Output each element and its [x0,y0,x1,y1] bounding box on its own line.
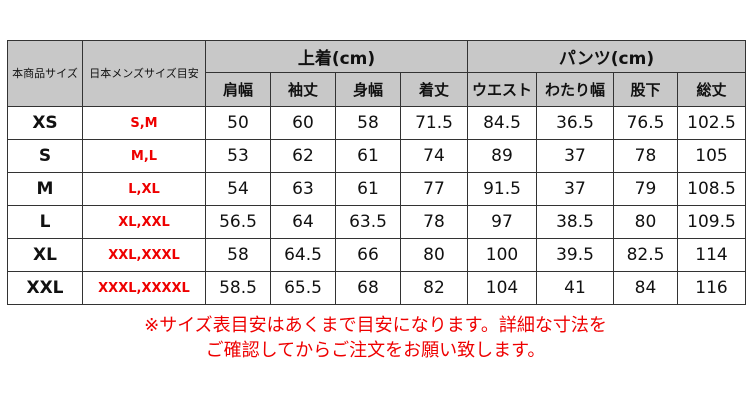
value-cell: 71.5 [400,106,468,140]
note-line-1: ※サイズ表目安はあくまで目安になります。詳細な寸法を [144,315,607,336]
column-header: 股下 [613,72,678,107]
size-cell: S [7,139,83,173]
value-cell: 89 [467,139,537,173]
jp-size-cell: XL,XXL [82,205,206,239]
jp-size-cell: M,L [82,139,206,173]
value-cell: 114 [677,238,746,272]
column-header: 袖丈 [270,72,336,107]
value-cell: 63.5 [335,205,401,239]
value-cell: 78 [400,205,468,239]
tops-group-header: 上着(cm) [205,40,468,73]
value-cell: 61 [335,139,401,173]
column-header: 着丈 [400,72,468,107]
value-cell: 104 [467,271,537,305]
pants-group-header: パンツ(cm) [467,40,746,73]
value-cell: 62 [270,139,336,173]
column-header: ウエスト [467,72,537,107]
value-cell: 60 [270,106,336,140]
table-row: M L,XL 54 63 61 77 91.5 37 79 108.5 [7,172,746,206]
value-cell: 37 [536,139,614,173]
value-cell: 84.5 [467,106,537,140]
value-cell: 61 [335,172,401,206]
column-header: 身幅 [335,72,401,107]
value-cell: 64 [270,205,336,239]
value-cell: 82.5 [613,238,678,272]
value-cell: 38.5 [536,205,614,239]
value-cell: 84 [613,271,678,305]
value-cell: 68 [335,271,401,305]
value-cell: 54 [205,172,271,206]
table-row: S M,L 53 62 61 74 89 37 78 105 [7,139,746,173]
value-cell: 82 [400,271,468,305]
size-header: 本商品サイズ [7,40,83,107]
value-cell: 53 [205,139,271,173]
jp-size-cell: XXXL,XXXXL [82,271,206,305]
value-cell: 97 [467,205,537,239]
value-cell: 74 [400,139,468,173]
value-cell: 65.5 [270,271,336,305]
value-cell: 41 [536,271,614,305]
value-cell: 63 [270,172,336,206]
value-cell: 91.5 [467,172,537,206]
value-cell: 66 [335,238,401,272]
value-cell: 76.5 [613,106,678,140]
value-cell: 109.5 [677,205,746,239]
table-row: XS S,M 50 60 58 71.5 84.5 36.5 76.5 102.5 [7,106,746,140]
value-cell: 100 [467,238,537,272]
size-chart-table: 本商品サイズ 日本メンズサイズ目安 上着(cm) パンツ(cm) 肩幅 袖丈 身幅着… [7,40,746,305]
value-cell: 50 [205,106,271,140]
value-cell: 58.5 [205,271,271,305]
table-row: XL XXL,XXXL 58 64.5 66 80 100 39.5 82.5 114 [7,238,746,272]
column-header: 総丈 [677,72,746,107]
value-cell: 37 [536,172,614,206]
value-cell: 80 [613,205,678,239]
value-cell: 116 [677,271,746,305]
size-cell: L [7,205,83,239]
value-cell: 105 [677,139,746,173]
column-header: わたり幅 [536,72,614,107]
value-cell: 102.5 [677,106,746,140]
jp-size-cell: XXL,XXXL [82,238,206,272]
table-row: L XL,XXL 56.5 64 63.5 78 97 38.5 80 109.5 [7,205,746,239]
jp-size-cell: L,XL [82,172,206,206]
value-cell: 78 [613,139,678,173]
value-cell: 39.5 [536,238,614,272]
jp-size-header: 日本メンズサイズ目安 [82,40,206,107]
value-cell: 58 [205,238,271,272]
note-line-2: ご確認してからご注文をお願い致します。 [205,340,546,361]
size-cell: XS [7,106,83,140]
value-cell: 64.5 [270,238,336,272]
value-cell: 79 [613,172,678,206]
table-row: XXL XXXL,XXXXL 58.5 65.5 68 82 104 41 84 116 [7,271,746,305]
value-cell: 56.5 [205,205,271,239]
value-cell: 58 [335,106,401,140]
size-cell: XL [7,238,83,272]
size-cell: XXL [7,271,83,305]
value-cell: 108.5 [677,172,746,206]
value-cell: 80 [400,238,468,272]
size-cell: M [7,172,83,206]
value-cell: 77 [400,172,468,206]
jp-size-cell: S,M [82,106,206,140]
column-header: 肩幅 [205,72,271,107]
value-cell: 36.5 [536,106,614,140]
